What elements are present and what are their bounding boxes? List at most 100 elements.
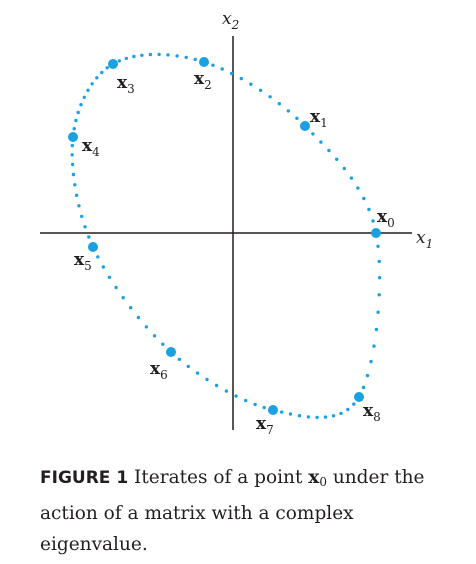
- orbit-dot: [376, 244, 380, 248]
- iterate-x0-label: x0: [377, 207, 395, 230]
- orbit-dot: [214, 383, 219, 388]
- orbit-dot: [96, 255, 100, 259]
- orbit-dot: [372, 344, 376, 348]
- orbit-dot: [100, 70, 104, 75]
- iterate-x7-label: x7: [256, 414, 274, 437]
- orbit-dot: [193, 57, 197, 62]
- orbit-dot: [117, 59, 122, 63]
- iterate-x2-label: x2: [194, 69, 212, 92]
- orbit-dot: [77, 204, 81, 208]
- orbit-dot: [331, 414, 336, 418]
- caption-text-after: under the action of a matrix with a comp…: [40, 467, 425, 555]
- orbit-dot: [87, 235, 91, 239]
- orbit-dot: [253, 402, 257, 407]
- iterate-x5-label: x5: [74, 250, 92, 273]
- orbit-dot: [157, 52, 161, 57]
- orbit-dot: [244, 398, 248, 403]
- orbit-dot: [74, 193, 79, 197]
- orbit-dot: [362, 196, 366, 201]
- orbit-dot: [367, 207, 371, 212]
- orbit-dot: [365, 373, 370, 378]
- orbit-dot: [177, 357, 182, 361]
- orbit-dot: [76, 110, 80, 115]
- orbit-dot: [323, 415, 328, 419]
- orbit-dot: [140, 53, 144, 57]
- orbit-dot: [295, 116, 299, 121]
- x2-axis-label: x2: [222, 9, 239, 32]
- orbit-dot: [161, 342, 165, 346]
- orbit-dot: [184, 55, 188, 60]
- iterate-x6-point: [166, 347, 176, 357]
- iterate-x7-point: [268, 405, 278, 415]
- iterate-x4-point: [68, 132, 78, 142]
- orbit-dot: [319, 140, 323, 144]
- orbit-dot: [258, 88, 263, 93]
- orbit-dot: [83, 225, 87, 229]
- orbit-dot: [114, 285, 118, 290]
- orbit-dot: [352, 402, 356, 406]
- orbit-dot: [234, 394, 238, 398]
- iterates-diagram: x2 x1 x0 x1 x2 x3 x4 x5 x6 x7 x8: [40, 9, 433, 437]
- orbit-dot: [82, 95, 87, 100]
- orbit-dot: [205, 377, 209, 382]
- orbit-dot: [288, 412, 293, 416]
- orbit-dot: [335, 157, 339, 161]
- orbit-dot: [79, 103, 83, 107]
- orbit-dot: [132, 54, 136, 59]
- orbit-dot: [166, 53, 170, 57]
- caption-point-var: x0: [308, 467, 327, 489]
- orbit-dot: [229, 71, 234, 76]
- iterate-x4-label: x4: [82, 136, 100, 159]
- orbit-dot: [346, 407, 350, 412]
- orbit-dot: [224, 389, 229, 393]
- orbit-dot: [73, 183, 77, 187]
- orbit-dot: [356, 186, 360, 190]
- orbit-dot: [239, 76, 243, 81]
- orbit-dot: [377, 259, 381, 264]
- orbit-dot: [376, 310, 380, 314]
- orbit-dot: [95, 76, 99, 80]
- orbit-dot: [306, 415, 311, 419]
- orbit-dot: [268, 95, 272, 99]
- orbit-dot: [70, 143, 75, 148]
- orbit-dot: [286, 109, 290, 113]
- orbit-dot: [249, 82, 253, 86]
- orbit-dot: [349, 176, 354, 180]
- orbit-dot: [90, 82, 94, 86]
- orbit-dot: [377, 293, 381, 297]
- orbit-dot: [342, 166, 346, 171]
- orbit-dot: [70, 162, 75, 167]
- orbit-dot: [280, 410, 284, 414]
- orbit-dot: [377, 276, 382, 280]
- orbit-dot: [105, 66, 109, 70]
- x1-axis-label: x1: [416, 228, 433, 251]
- orbit-dot: [121, 296, 125, 300]
- orbit-dots: [70, 52, 382, 420]
- orbit-dot: [369, 359, 373, 364]
- iterate-x2-point: [199, 57, 209, 67]
- iterate-x8-point: [354, 392, 364, 402]
- orbit-dot: [152, 334, 157, 338]
- orbit-dot: [371, 219, 375, 223]
- orbit-dot: [175, 54, 179, 58]
- orbit-dot: [101, 265, 106, 269]
- iterate-x1-label: x1: [310, 107, 328, 130]
- iterate-x8-label: x8: [363, 401, 381, 424]
- orbit-dot: [148, 52, 153, 57]
- orbit-dot: [71, 172, 76, 177]
- figure-label: FIGURE 1: [40, 468, 129, 488]
- iterate-x3-label: x3: [117, 73, 135, 96]
- orbit-dot: [220, 67, 224, 71]
- caption-text-before: Iterates of a point: [134, 467, 303, 488]
- iterate-x0-point: [371, 228, 381, 238]
- orbit-dot: [144, 325, 149, 329]
- orbit-dot: [311, 132, 315, 136]
- orbit-dot: [186, 364, 190, 369]
- iterate-x3-point: [108, 59, 118, 69]
- orbit-dot: [195, 371, 200, 375]
- orbit-dot: [211, 63, 215, 67]
- figure-caption: FIGURE 1 Iterates of a point x0 under th…: [40, 462, 460, 560]
- iterate-x5-point: [88, 242, 98, 252]
- orbit-dot: [86, 88, 90, 93]
- orbit-dot: [262, 405, 266, 410]
